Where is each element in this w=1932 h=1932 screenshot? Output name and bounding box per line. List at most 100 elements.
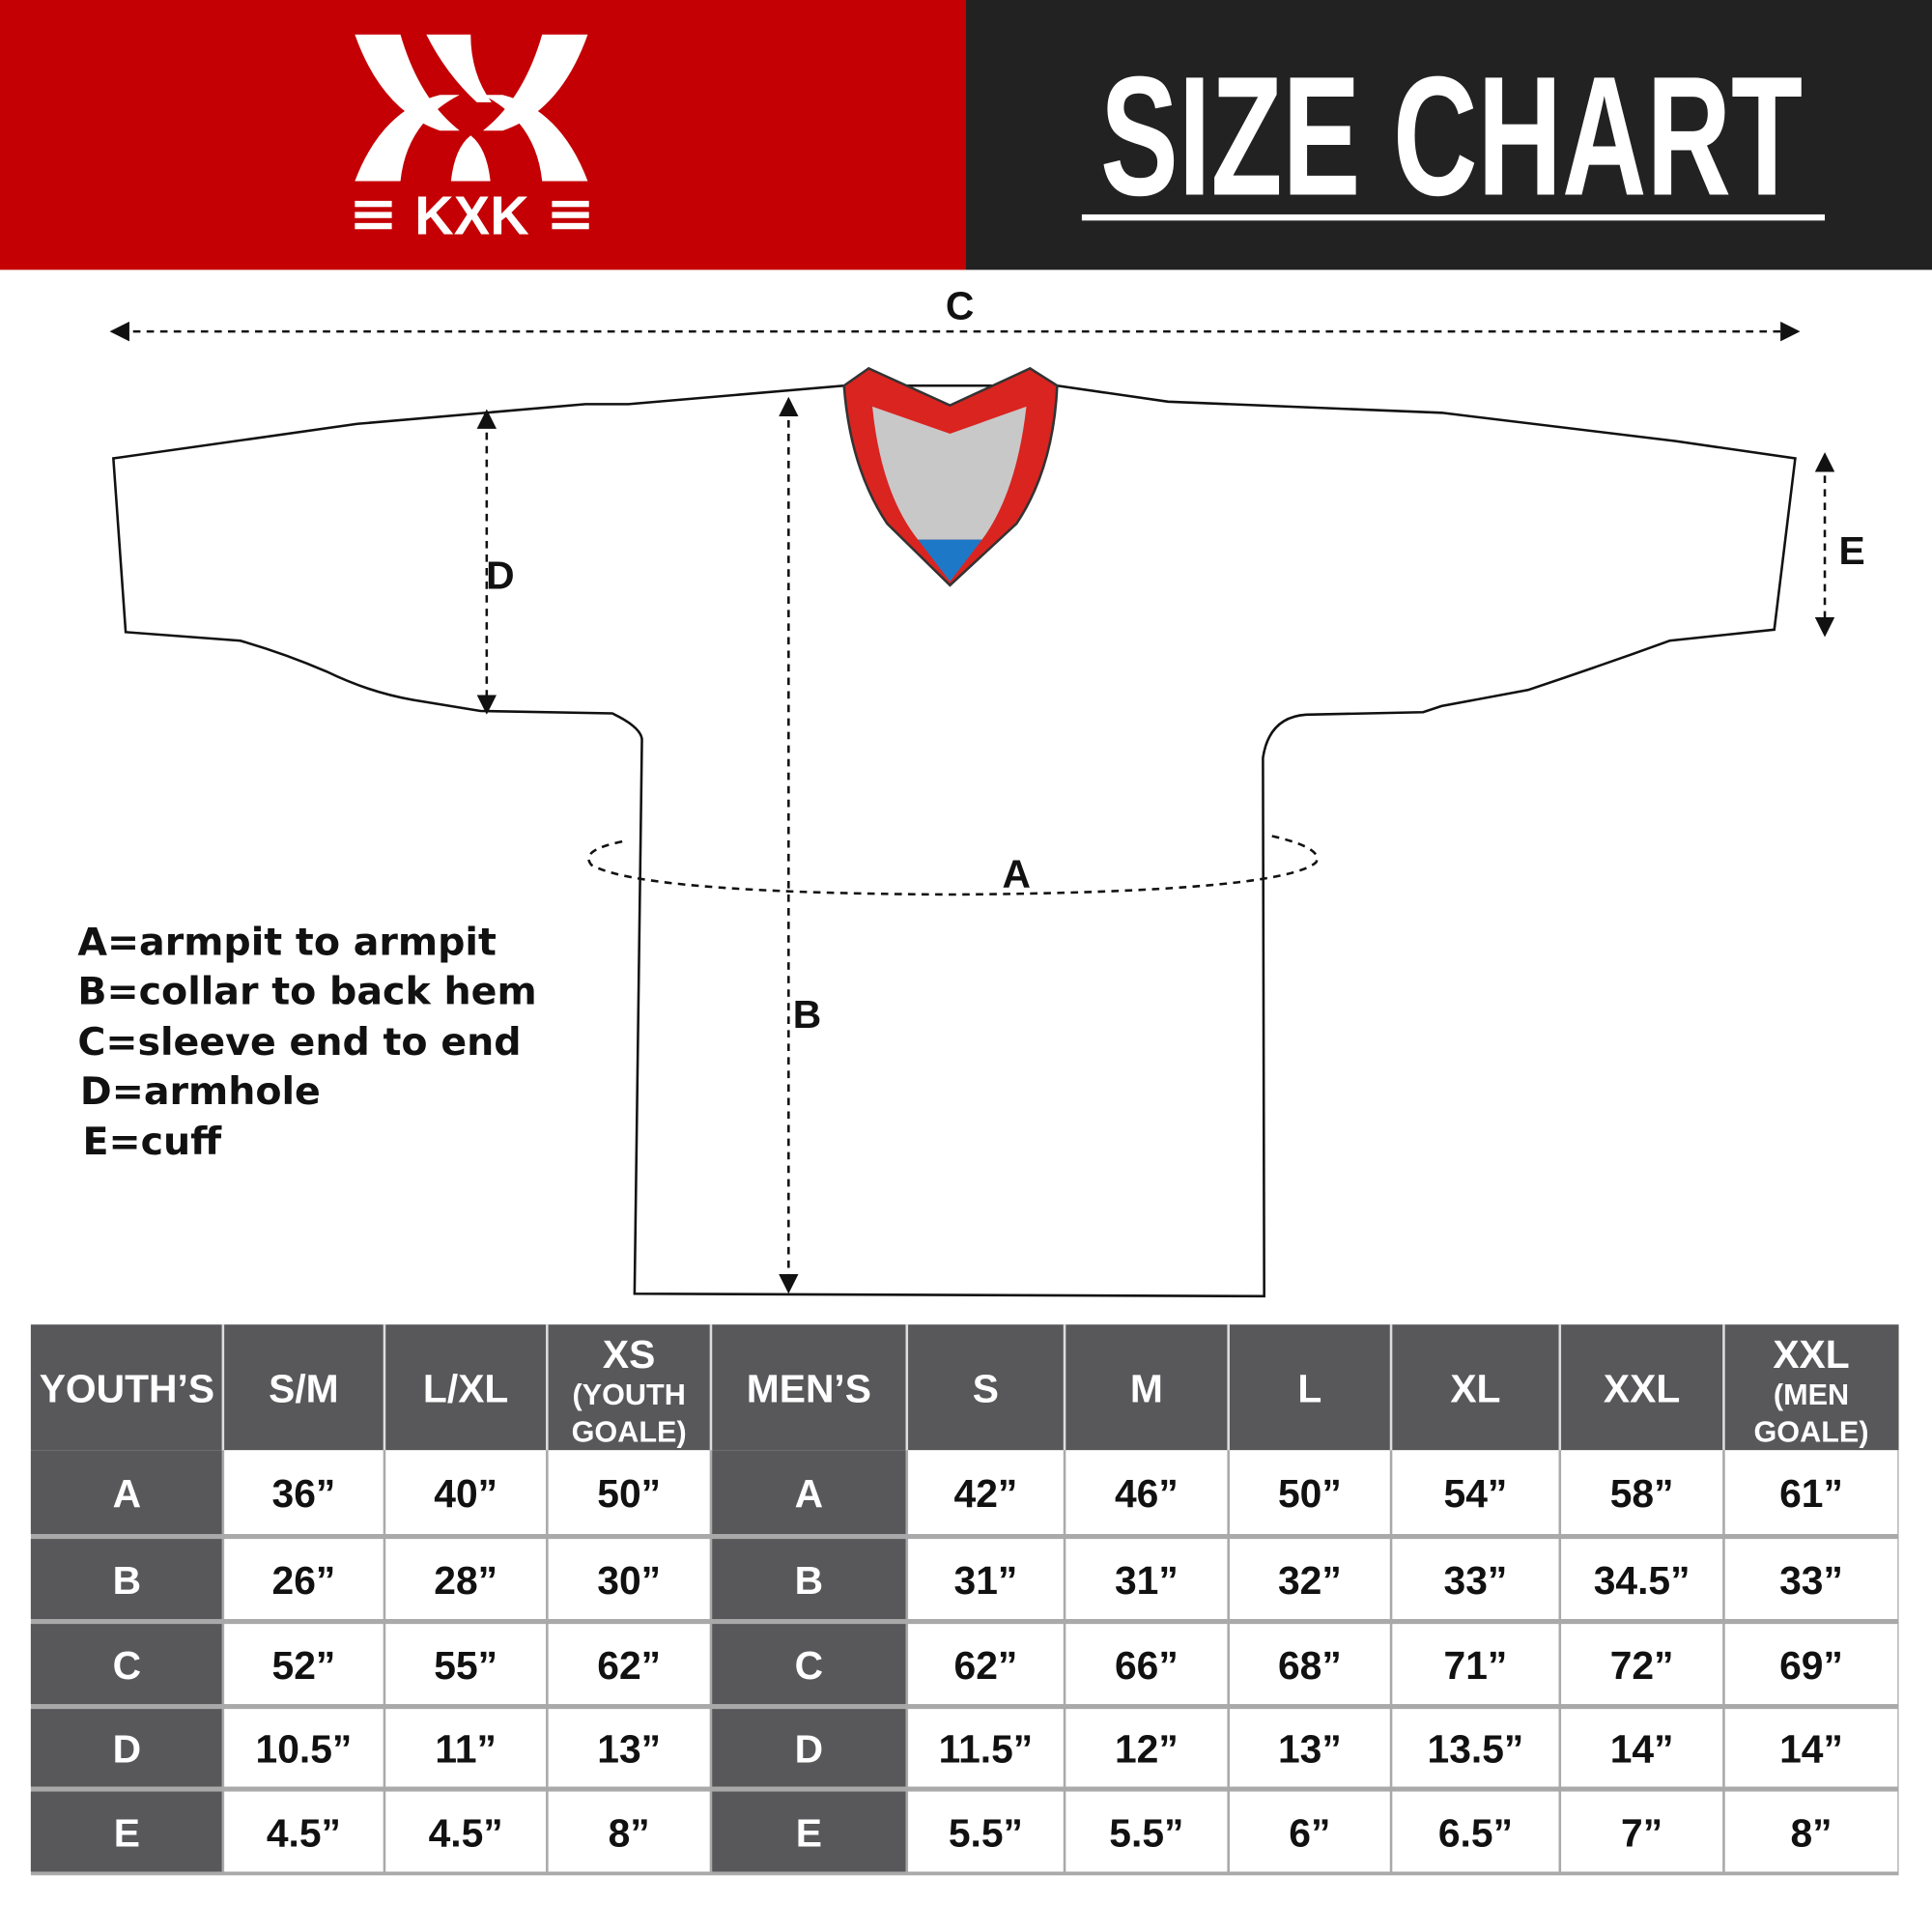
table-cell [224, 1539, 384, 1620]
column-header: L/XL [423, 1367, 508, 1411]
table-cell [385, 1624, 547, 1705]
table-cell [385, 1709, 547, 1787]
column-header: MEN’S [747, 1367, 871, 1411]
row-label-cell [712, 1709, 906, 1787]
cell-value: 55” [434, 1643, 497, 1688]
jersey-diagram [111, 366, 1797, 1298]
kxk-logo: KXK [355, 34, 589, 245]
cell-value: 4.5” [429, 1810, 503, 1855]
column-header: (MEN [1774, 1378, 1849, 1411]
table-cell [1724, 1539, 1898, 1620]
cell-value: 6.5” [1438, 1810, 1513, 1855]
row-label: A [795, 1471, 823, 1516]
table-cell [908, 1539, 1064, 1620]
row-label: C [113, 1643, 141, 1688]
column-header: L [1297, 1367, 1321, 1411]
cell-value: 13” [597, 1727, 661, 1772]
column-header: M [1130, 1367, 1163, 1411]
table-cell [908, 1450, 1064, 1535]
table-cell [908, 1624, 1064, 1705]
row-label-cell [712, 1791, 906, 1872]
table-cell [385, 1450, 547, 1535]
table-cell [1229, 1450, 1390, 1535]
size-table: YOUTH’S S/M L/XL XS(YOUTH GOALE) MEN’S S M L XL XX… [30, 1324, 1899, 1876]
table-cell [1724, 1709, 1898, 1787]
row-label-cell [30, 1709, 222, 1787]
table-cell [224, 1450, 384, 1535]
cell-value: 5.5” [949, 1810, 1023, 1855]
cell-value: 36” [272, 1471, 336, 1516]
cell-value: 5.5” [1109, 1810, 1183, 1855]
cell-value: 4.5” [267, 1810, 341, 1855]
row-label: B [795, 1558, 823, 1603]
table-cell [1065, 1709, 1228, 1787]
cell-value: 33” [1779, 1558, 1843, 1603]
column-header: GOALE) [572, 1415, 687, 1448]
table-cell [1392, 1791, 1559, 1872]
logo-text: KXK [414, 185, 528, 245]
cell-value: 61” [1779, 1471, 1843, 1516]
title-banner [966, 0, 1932, 270]
table-cell [1561, 1624, 1723, 1705]
table-cell [1229, 1539, 1390, 1620]
table-cell [908, 1709, 1064, 1787]
table-cell [548, 1450, 710, 1535]
cell-value: 14” [1610, 1727, 1674, 1772]
cell-value: 6” [1289, 1810, 1330, 1855]
cell-value: 31” [954, 1558, 1018, 1603]
cell-value: 52” [272, 1643, 336, 1688]
row-label: C [795, 1643, 823, 1688]
cell-value: 68” [1278, 1643, 1342, 1688]
cell-value: 26” [272, 1558, 336, 1603]
cell-value: 66” [1115, 1643, 1179, 1688]
measurement-lines [109, 321, 1835, 1294]
cell-value: 46” [1115, 1471, 1179, 1516]
row-label: A [113, 1471, 141, 1516]
column-header: S [973, 1367, 999, 1411]
column-header: S/M [269, 1367, 339, 1411]
row-label: B [113, 1558, 141, 1603]
column-header: XXL [1604, 1367, 1680, 1411]
cell-value: 72” [1610, 1643, 1674, 1688]
table-cell [1065, 1791, 1228, 1872]
table-cell [1392, 1709, 1559, 1787]
cell-value: 62” [597, 1643, 661, 1688]
table-cell [1561, 1709, 1723, 1787]
row-label: E [114, 1810, 140, 1855]
row-label-cell [712, 1450, 906, 1535]
cell-value: 54” [1444, 1471, 1508, 1516]
cell-value: 28” [434, 1558, 497, 1603]
table-cell [908, 1791, 1064, 1872]
cell-value: 12” [1115, 1727, 1179, 1772]
column-header: XXL [1773, 1332, 1849, 1377]
row-label: E [796, 1810, 822, 1855]
label-b: B [793, 992, 821, 1037]
column-header: (YOUTH [572, 1378, 685, 1411]
cell-value: 8” [609, 1810, 650, 1855]
legend-item: E=cuff [82, 1120, 222, 1164]
cell-value: 14” [1779, 1727, 1843, 1772]
cell-value: 62” [954, 1643, 1018, 1688]
table-cell [1392, 1450, 1559, 1535]
brand-banner [0, 0, 966, 270]
cell-value: 42” [954, 1471, 1018, 1516]
cell-value: 71” [1444, 1643, 1508, 1688]
label-e: E [1838, 528, 1864, 573]
table-cell [224, 1709, 384, 1787]
label-d: D [486, 554, 514, 598]
table-cell [548, 1539, 710, 1620]
legend-item: B=collar to back hem [77, 970, 536, 1014]
table-cell [1229, 1709, 1390, 1787]
table-cell [385, 1539, 547, 1620]
legend-item: D=armhole [80, 1069, 321, 1114]
column-header: YOUTH’S [40, 1367, 214, 1411]
table-cell [1724, 1450, 1898, 1535]
label-a: A [1003, 851, 1031, 895]
cell-value: 31” [1115, 1558, 1179, 1603]
table-cell [1392, 1624, 1559, 1705]
row-label: D [795, 1727, 823, 1772]
table-cell [385, 1791, 547, 1872]
cell-value: 11.5” [939, 1727, 1034, 1772]
cell-value: 34.5” [1594, 1558, 1690, 1603]
